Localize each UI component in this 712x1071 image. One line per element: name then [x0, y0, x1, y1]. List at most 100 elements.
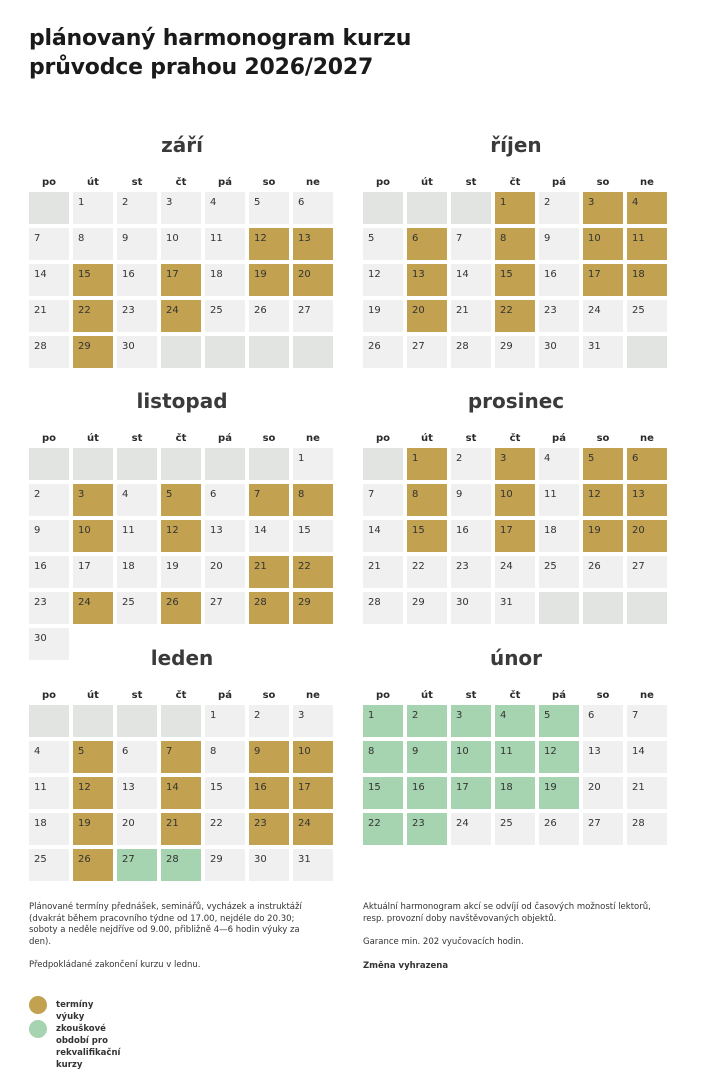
day-cell: 8: [205, 741, 245, 773]
day-cell: 18: [205, 264, 245, 296]
day-cell: 6: [293, 192, 333, 224]
day-cell: 31: [495, 592, 535, 624]
exam-day-cell: 12: [539, 741, 579, 773]
day-cell: 14: [627, 741, 667, 773]
exam-day-cell: 1: [363, 705, 403, 737]
teaching-day-cell: 13: [293, 228, 333, 260]
teaching-day-cell: 4: [627, 192, 667, 224]
empty-day-cell: [161, 705, 201, 737]
teaching-day-cell: 8: [495, 228, 535, 260]
teaching-day-cell: 22: [73, 300, 113, 332]
teaching-day-cell: 15: [407, 520, 447, 552]
teaching-day-cell: 20: [407, 300, 447, 332]
weekday-label: po: [41, 433, 57, 444]
day-cell: 14: [363, 520, 403, 552]
day-cell: 11: [539, 484, 579, 516]
teaching-day-cell: 12: [249, 228, 289, 260]
teaching-day-cell: 26: [161, 592, 201, 624]
teaching-day-cell: 29: [293, 592, 333, 624]
exam-day-cell: 4: [495, 705, 535, 737]
day-cell: 11: [117, 520, 157, 552]
day-cell: 2: [117, 192, 157, 224]
day-cell: 27: [627, 556, 667, 588]
empty-day-cell: [363, 192, 403, 224]
exam-day-cell: 8: [363, 741, 403, 773]
day-cell: 18: [117, 556, 157, 588]
teaching-day-cell: 14: [161, 777, 201, 809]
weekday-label: so: [596, 690, 610, 701]
empty-day-cell: [363, 448, 403, 480]
day-cell: 13: [583, 741, 623, 773]
empty-day-cell: [29, 448, 69, 480]
day-cell: 18: [29, 813, 69, 845]
day-cell: 21: [451, 300, 491, 332]
weekday-label: út: [87, 433, 99, 444]
notes-left: Plánované termíny přednášek, seminářů, v…: [29, 902, 319, 984]
day-cell: 16: [117, 264, 157, 296]
note-schedule: Plánované termíny přednášek, seminářů, v…: [29, 902, 302, 947]
teaching-day-cell: 24: [73, 592, 113, 624]
day-cell: 9: [451, 484, 491, 516]
day-cell: 1: [73, 192, 113, 224]
teaching-day-cell: 21: [249, 556, 289, 588]
day-cell: 3: [293, 705, 333, 737]
empty-day-cell: [249, 448, 289, 480]
day-cell: 25: [117, 592, 157, 624]
day-cell: 28: [363, 592, 403, 624]
day-cell: 22: [205, 813, 245, 845]
day-cell: 7: [451, 228, 491, 260]
weekday-label: út: [421, 690, 433, 701]
empty-day-cell: [73, 705, 113, 737]
empty-day-cell: [117, 705, 157, 737]
day-cell: 11: [29, 777, 69, 809]
empty-day-cell: [161, 448, 201, 480]
day-cell: 24: [451, 813, 491, 845]
day-cell: 16: [29, 556, 69, 588]
day-cell: 4: [29, 741, 69, 773]
day-cell: 9: [539, 228, 579, 260]
teaching-day-cell: 18: [627, 264, 667, 296]
exam-day-cell: 23: [407, 813, 447, 845]
teaching-day-cell: 10: [583, 228, 623, 260]
day-cell: 23: [29, 592, 69, 624]
month-name: říjen: [490, 133, 542, 157]
weekday-label: st: [131, 690, 143, 701]
day-cell: 7: [363, 484, 403, 516]
teaching-day-cell: 6: [627, 448, 667, 480]
day-cell: 27: [583, 813, 623, 845]
exam-day-cell: 17: [451, 777, 491, 809]
teaching-day-cell: 19: [249, 264, 289, 296]
day-cell: 4: [539, 448, 579, 480]
day-cell: 26: [583, 556, 623, 588]
teaching-day-cell: 23: [249, 813, 289, 845]
day-cell: 25: [539, 556, 579, 588]
weekday-label: ne: [306, 177, 320, 188]
weekday-label: so: [262, 690, 276, 701]
weekday-label: so: [262, 433, 276, 444]
weekday-label: pá: [218, 433, 232, 444]
teaching-day-cell: 7: [161, 741, 201, 773]
day-cell: 26: [539, 813, 579, 845]
teaching-day-cell: 24: [293, 813, 333, 845]
exam-day-cell: 15: [363, 777, 403, 809]
day-cell: 7: [627, 705, 667, 737]
title-line-1: plánovaný harmonogram kurzu: [29, 26, 412, 51]
day-cell: 15: [205, 777, 245, 809]
weekday-label: so: [262, 177, 276, 188]
day-cell: 20: [205, 556, 245, 588]
day-cell: 17: [73, 556, 113, 588]
day-cell: 13: [205, 520, 245, 552]
weekday-label: po: [375, 177, 391, 188]
exam-day-cell: 27: [117, 849, 157, 881]
teaching-day-cell: 19: [583, 520, 623, 552]
weekday-label: pá: [552, 177, 566, 188]
day-cell: 29: [495, 336, 535, 368]
day-cell: 20: [117, 813, 157, 845]
weekday-label: so: [596, 177, 610, 188]
weekday-label: st: [131, 433, 143, 444]
teaching-dot-icon: [29, 996, 47, 1014]
day-cell: 29: [407, 592, 447, 624]
weekday-label: pá: [552, 433, 566, 444]
exam-dot-icon: [29, 1020, 47, 1038]
teaching-day-cell: 17: [583, 264, 623, 296]
